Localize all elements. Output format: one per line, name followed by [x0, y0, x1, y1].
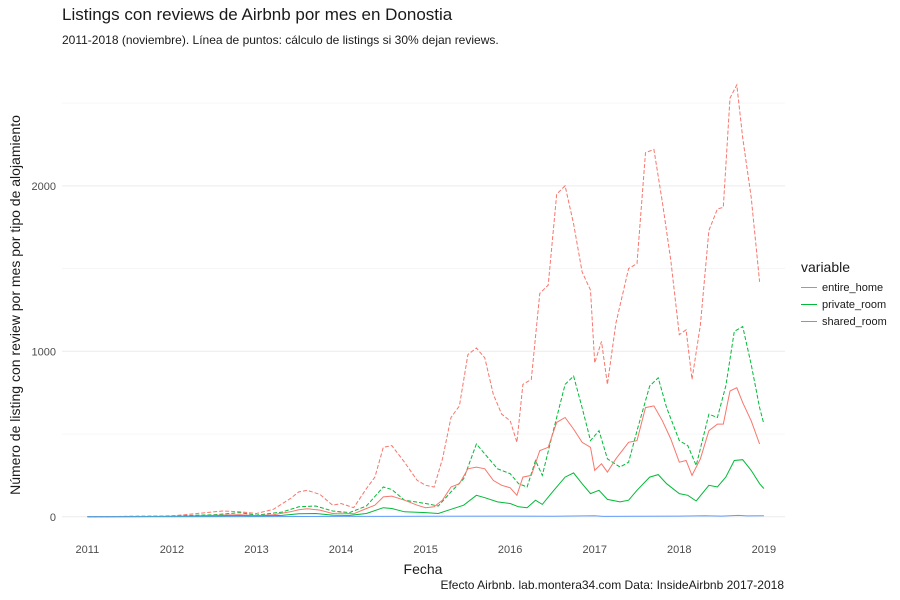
legend-label-entire-home: entire_home	[822, 281, 884, 294]
x-tick-label-2018: 2018	[667, 544, 691, 556]
chart-subtitle: 2011-2018 (noviembre). Línea de puntos: …	[62, 33, 499, 47]
legend-key-entire-home	[801, 279, 817, 296]
chart-caption: Efecto Airbnb. lab.montera34.com Data: I…	[440, 578, 784, 592]
x-tick-labels: 2011 2012 2013 2014 2015 2016 2017 2018 2019	[76, 544, 777, 556]
x-tick-label-2015: 2015	[413, 544, 437, 556]
y-tick-label-1000: 1000	[32, 346, 56, 358]
legend-title: variable	[801, 259, 851, 275]
legend-item-private-room: private_room	[801, 296, 887, 313]
legend-item-shared-room: shared_room	[801, 313, 887, 330]
x-tick-label-2013: 2013	[244, 544, 268, 556]
y-tick-label-0: 0	[50, 512, 56, 524]
x-axis-title: Fecha	[404, 561, 443, 577]
series-line-shared-room	[87, 514, 764, 518]
legend-label-shared-room: shared_room	[822, 315, 887, 328]
series-line-private-room	[87, 459, 765, 518]
chart-title: Listings con reviews de Airbnb por mes e…	[62, 5, 453, 24]
legend-label-private-room: private_room	[822, 298, 887, 311]
y-tick-labels: 0 1000 2000	[32, 181, 56, 524]
y-tick-label-2000: 2000	[32, 181, 56, 193]
legend: variable entire_home private_room shared…	[801, 259, 887, 330]
legend-key-private-room	[801, 296, 817, 313]
legend-key-shared-room	[801, 313, 817, 330]
series-line-private-room-30pct	[87, 325, 765, 518]
x-tick-label-2014: 2014	[329, 544, 353, 556]
x-tick-label-2017: 2017	[582, 544, 606, 556]
x-tick-label-2019: 2019	[752, 544, 776, 556]
x-tick-label-2011: 2011	[76, 544, 100, 556]
series-lines	[87, 83, 765, 518]
y-axis-title: Número de listing con review por mes por…	[7, 115, 23, 495]
x-tick-label-2016: 2016	[498, 544, 522, 556]
legend-item-entire-home: entire_home	[801, 279, 887, 296]
series-line-entire-home	[87, 387, 761, 518]
x-tick-label-2012: 2012	[160, 544, 184, 556]
series-line-entire-home-30pct	[87, 83, 761, 518]
